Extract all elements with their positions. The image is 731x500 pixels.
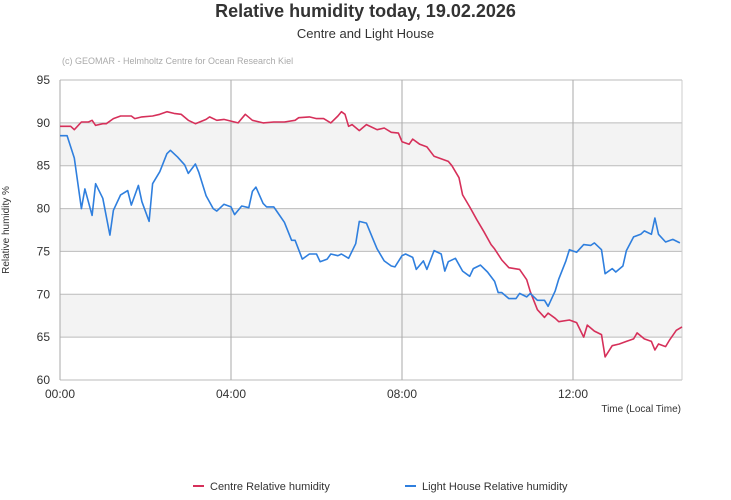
legend-item-label: Light House Relative humidity bbox=[422, 481, 568, 493]
plot-band bbox=[60, 294, 682, 338]
chart-title: Relative humidity today, 19.02.2026 bbox=[215, 1, 516, 21]
series-line-1 bbox=[60, 134, 681, 308]
plot-band bbox=[60, 208, 682, 252]
chart-subtitle: Centre and Light House bbox=[296, 26, 435, 41]
y-tick-label: 95 bbox=[37, 73, 51, 87]
y-tick-label: 90 bbox=[37, 116, 51, 130]
y-tick-label: 85 bbox=[37, 159, 51, 173]
plot-band bbox=[60, 122, 682, 166]
series-line-0 bbox=[60, 110, 683, 358]
y-tick-label: 75 bbox=[37, 244, 51, 258]
credit-text: (c) GEOMAR - Helmholtz Centre for Ocean … bbox=[62, 56, 293, 66]
y-tick-label: 70 bbox=[37, 287, 51, 301]
legend-item-label: Centre Relative humidity bbox=[210, 481, 330, 493]
y-tick-label: 60 bbox=[37, 373, 51, 387]
y-tick-label: 80 bbox=[37, 202, 51, 216]
x-axis-label: Time (Local Time) bbox=[601, 404, 681, 415]
y-axis-label: Relative humidity % bbox=[1, 186, 12, 274]
x-tick-label: 08:00 bbox=[387, 387, 417, 401]
x-tick-label: 00:00 bbox=[45, 387, 75, 401]
y-tick-label: 65 bbox=[37, 330, 51, 344]
x-tick-label: 04:00 bbox=[216, 387, 246, 401]
x-tick-label: 12:00 bbox=[558, 387, 588, 401]
